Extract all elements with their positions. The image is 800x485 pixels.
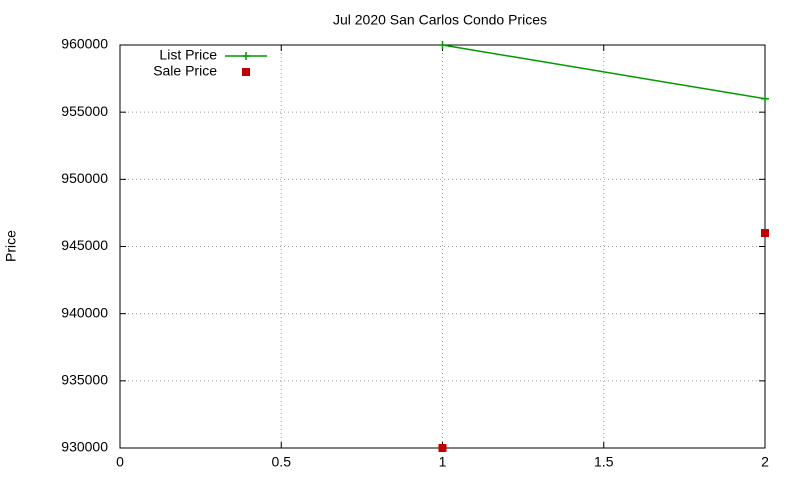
y-tick-label: 950000	[61, 170, 108, 186]
data-point	[761, 229, 769, 238]
y-tick-label: 960000	[61, 36, 108, 52]
legend-marker	[242, 68, 250, 76]
y-tick-label: 930000	[61, 439, 108, 455]
y-tick-label: 940000	[61, 304, 108, 320]
y-tick-label: 935000	[61, 372, 108, 388]
x-tick-label: 2	[761, 454, 769, 470]
legend-label: Sale Price	[153, 63, 217, 79]
y-axis-label: Price	[3, 230, 19, 262]
data-point	[761, 94, 769, 103]
series-line	[442, 44, 766, 100]
y-tick-label: 945000	[61, 237, 108, 253]
x-tick-label: 0.5	[272, 454, 292, 470]
x-tick-label: 1	[439, 454, 447, 470]
legend-marker	[242, 52, 250, 60]
data-point	[438, 41, 447, 49]
data-point	[438, 444, 447, 452]
x-tick-label: 1.5	[594, 454, 614, 470]
x-tick-label: 0	[116, 454, 124, 470]
chart-title: Jul 2020 San Carlos Condo Prices	[333, 12, 547, 28]
y-tick-label: 955000	[61, 103, 108, 119]
legend-label: List Price	[159, 47, 217, 63]
